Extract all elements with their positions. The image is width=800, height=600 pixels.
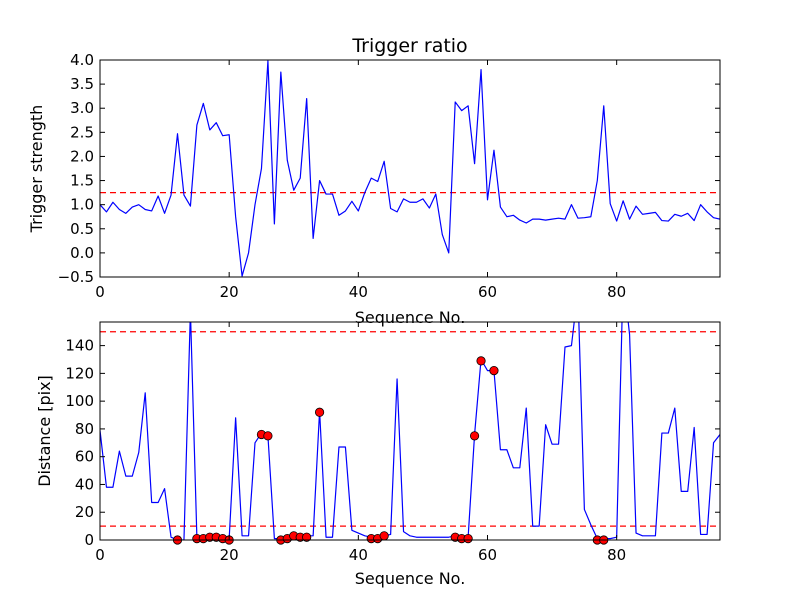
y-tick-label: 2.5 [70, 123, 94, 141]
x-tick-label: 60 [478, 283, 497, 301]
y-tick-label: 0 [84, 531, 94, 549]
axes-frame [99, 59, 721, 278]
y-tick-label: 80 [75, 420, 94, 438]
x-axis-label: Sequence No. [355, 569, 466, 588]
y-tick-label: 4.0 [70, 51, 94, 69]
data-point-marker [379, 531, 389, 541]
y-axis-label: Distance [pix] [35, 375, 54, 487]
data-point-marker [314, 407, 325, 417]
data-point-marker [302, 532, 312, 542]
y-tick-label: 40 [75, 475, 94, 493]
y-tick-label: 0.5 [70, 220, 94, 238]
x-tick-label: 20 [220, 283, 239, 301]
x-tick-label: 80 [607, 283, 626, 301]
y-tick-label: 3.0 [70, 99, 94, 117]
x-tick-label: 80 [607, 546, 626, 564]
x-tick-label: 20 [220, 546, 239, 564]
y-tick-label: 3.5 [70, 75, 94, 93]
data-point-marker [263, 431, 273, 441]
y-tick-label: 60 [75, 448, 94, 466]
y-tick-label: 1.5 [70, 172, 94, 190]
x-tick-label: 0 [95, 546, 105, 564]
x-tick-label: 40 [349, 546, 368, 564]
x-tick-label: 60 [478, 546, 497, 564]
y-tick-label: 100 [65, 392, 94, 410]
y-tick-label: 0.0 [70, 244, 94, 262]
data-point-marker [476, 356, 486, 366]
x-tick-label: 40 [349, 283, 368, 301]
y-tick-label: 1.0 [70, 196, 94, 214]
marker-group [172, 356, 609, 545]
y-tick-label: 2.0 [70, 147, 94, 165]
y-tick-label: −0.5 [58, 268, 94, 286]
y-axis-label: Trigger strength [27, 105, 46, 234]
plot-area [100, 60, 720, 277]
data-point-marker [463, 534, 473, 544]
y-tick-label: 140 [65, 337, 94, 355]
distance-plot: Distance [pix] Sequence No. 0 20 40 60 80 0 20… [35, 321, 721, 588]
chart-title: Trigger ratio [351, 35, 467, 57]
data-point-marker [469, 431, 480, 441]
y-tick-label: 20 [75, 503, 94, 521]
series-line [100, 60, 720, 277]
x-axis-label: Sequence No. [355, 308, 466, 327]
y-tick-label: 120 [65, 364, 94, 382]
data-point-marker [489, 365, 499, 376]
x-tick-label: 0 [95, 283, 105, 301]
axes-frame [99, 321, 721, 541]
